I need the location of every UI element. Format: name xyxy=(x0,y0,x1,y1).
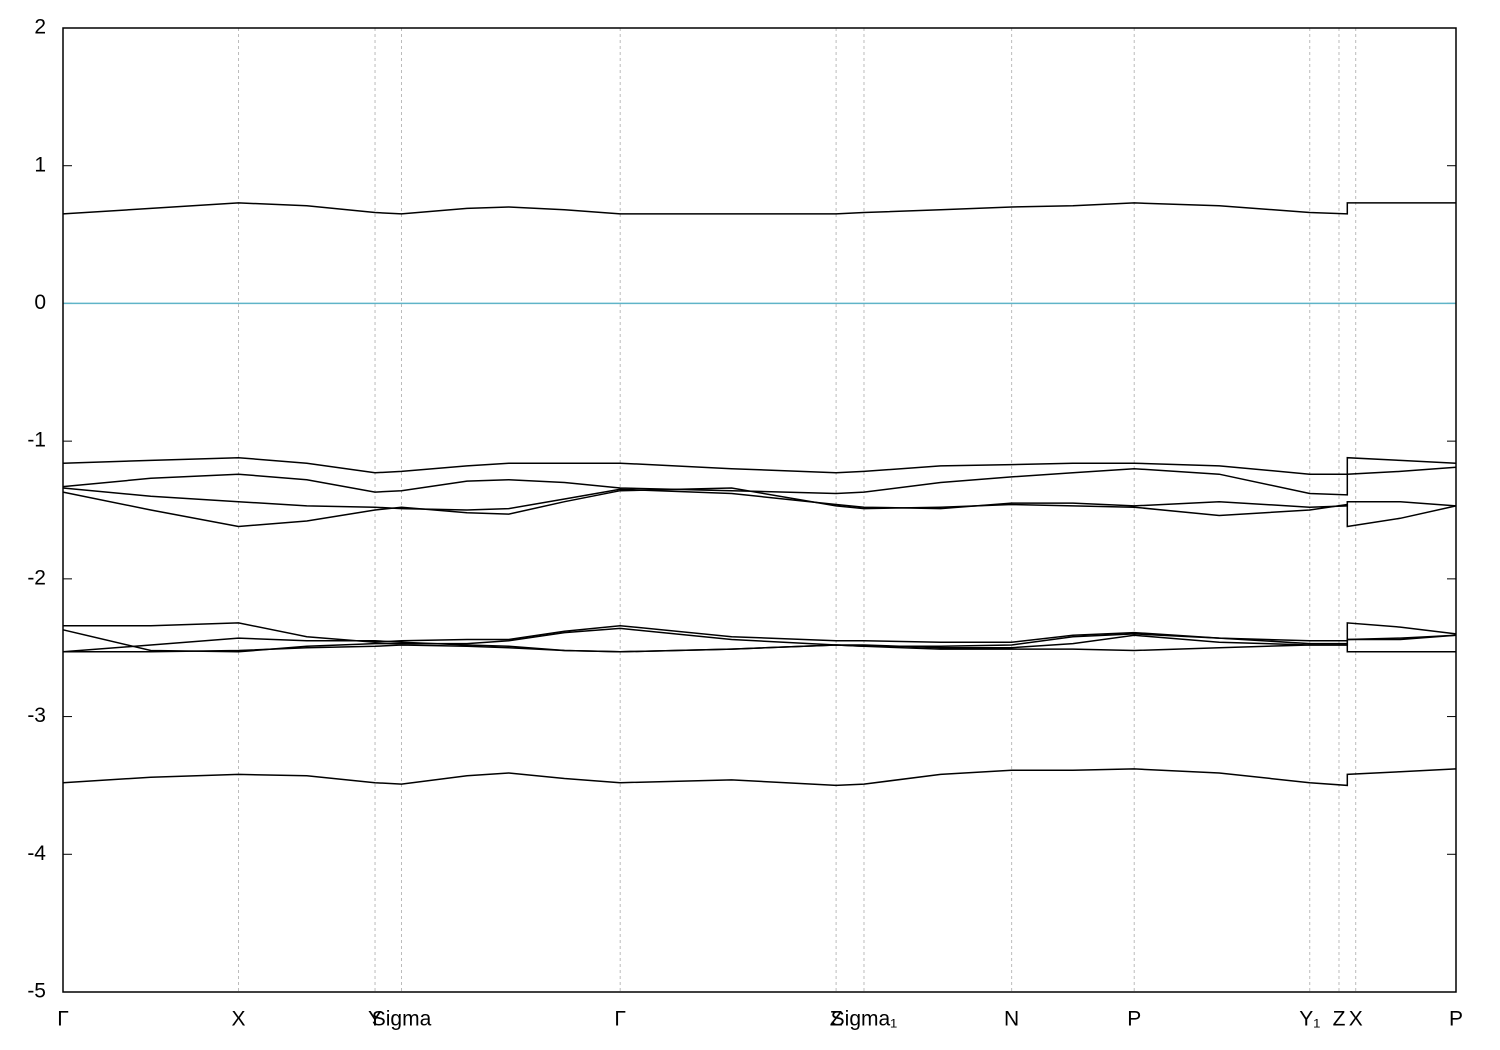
x-tick-label: P xyxy=(1449,1008,1463,1031)
y-tick-label: 2 xyxy=(34,16,46,39)
y-tick-label: -3 xyxy=(27,704,46,727)
band-line xyxy=(62,487,1457,511)
band-line xyxy=(62,466,1457,496)
x-tick-label: Z xyxy=(830,1008,843,1031)
x-tick-label: Y₁ xyxy=(1299,1008,1320,1031)
band-line xyxy=(62,202,1456,215)
y-tick-label: 1 xyxy=(34,153,46,176)
band-line xyxy=(63,644,1456,653)
x-tick-label: Sigma xyxy=(372,1008,432,1031)
y-tick-label: -5 xyxy=(27,980,46,1003)
y-tick-label: -2 xyxy=(27,566,46,589)
x-tick-label: X xyxy=(232,1008,246,1031)
x-tick-label: Γ xyxy=(57,1008,69,1031)
x-tick-label: Y xyxy=(368,1008,382,1031)
plot-frame xyxy=(62,27,1457,993)
x-tick-label: X xyxy=(1349,1008,1363,1031)
x-tick-label: N xyxy=(1004,1008,1019,1031)
band-line xyxy=(62,487,1457,528)
y-tick-label: 0 xyxy=(34,291,46,314)
x-tick-label: Sigma₁ xyxy=(831,1008,898,1031)
x-tick-label: Z xyxy=(1333,1008,1346,1031)
y-tick-label: -4 xyxy=(27,842,46,865)
x-tick-label: P xyxy=(1127,1008,1141,1031)
x-tick-label: Γ xyxy=(614,1008,626,1031)
band-line xyxy=(62,768,1457,787)
band-line xyxy=(62,456,1457,475)
y-tick-label: -1 xyxy=(27,429,46,452)
